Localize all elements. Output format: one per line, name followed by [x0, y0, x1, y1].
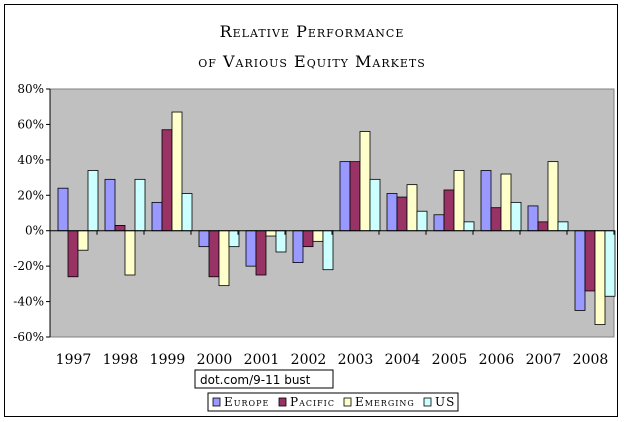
- bar-pacific-2006: [490, 207, 502, 232]
- annotation-text: dot.com/9-11 bust: [200, 373, 311, 387]
- bar-pacific-2007: [537, 221, 549, 232]
- bar-emerging-2004: [406, 184, 418, 232]
- x-tick-label: 2000: [197, 352, 233, 368]
- bar-us-2005: [463, 221, 475, 232]
- y-tick-label: -40%: [13, 295, 44, 309]
- y-tick-label: 80%: [17, 82, 44, 96]
- bar-emerging-1997: [77, 230, 89, 251]
- bar-us-1999: [181, 193, 193, 232]
- x-tick-label: 1999: [150, 352, 186, 368]
- y-tick-label: 20%: [17, 188, 44, 202]
- bar-us-2003: [369, 178, 381, 232]
- bar-us-2008: [604, 230, 616, 297]
- bar-pacific-1997: [67, 230, 79, 278]
- x-tick-label: 2008: [573, 352, 609, 368]
- bar-europe-2002: [292, 230, 304, 263]
- bar-emerging-2006: [500, 173, 512, 232]
- bar-pacific-2002: [302, 230, 314, 248]
- legend-label-emerging: Emerging: [355, 395, 415, 409]
- bar-emerging-2007: [547, 161, 559, 232]
- bar-us-2007: [557, 221, 569, 232]
- bar-pacific-2001: [255, 230, 267, 276]
- chart-subtitle: of Various Equity Markets: [198, 52, 426, 71]
- bar-us-1998: [134, 178, 146, 232]
- bar-europe-2007: [527, 205, 539, 232]
- legend-swatch-us: [423, 397, 432, 407]
- bar-pacific-1998: [114, 224, 126, 232]
- legend-swatch-emerging: [343, 397, 352, 407]
- legend: Europe Pacific Emerging US: [207, 392, 459, 412]
- bar-pacific-1999: [161, 129, 173, 232]
- bar-europe-1998: [104, 178, 116, 232]
- bar-emerging-1998: [124, 230, 136, 276]
- chart-title: Relative Performance: [220, 22, 405, 41]
- x-tick-label: 2001: [244, 352, 280, 368]
- x-tick-label: 1998: [103, 352, 139, 368]
- x-tick-label: 1997: [56, 352, 92, 368]
- x-tick-label: 2005: [432, 352, 468, 368]
- bar-europe-2001: [245, 230, 257, 267]
- bar-europe-1997: [57, 187, 69, 232]
- y-tick-label: -60%: [13, 330, 44, 344]
- legend-swatch-europe: [212, 397, 221, 407]
- bar-europe-2000: [198, 230, 210, 248]
- bar-europe-2008: [574, 230, 586, 311]
- bar-emerging-2005: [453, 170, 465, 232]
- bar-us-2002: [322, 230, 334, 271]
- x-tick-label: 2003: [338, 352, 374, 368]
- legend-label-europe: Europe: [224, 395, 269, 409]
- bar-emerging-2008: [594, 230, 606, 325]
- bar-europe-2003: [339, 161, 351, 232]
- bar-emerging-2001: [265, 230, 277, 237]
- y-tick-label: 40%: [17, 153, 44, 167]
- bar-emerging-2000: [218, 230, 230, 287]
- bar-europe-2004: [386, 193, 398, 232]
- bar-us-1997: [87, 170, 99, 232]
- annotation-box: dot.com/9-11 bust: [194, 369, 334, 389]
- bar-pacific-2008: [584, 230, 596, 292]
- x-tick-label: 2007: [526, 352, 562, 368]
- legend-label-us: US: [435, 395, 455, 409]
- bars: [57, 111, 616, 325]
- x-axis: 1997 1998 1999 2000 2001 2002 2003 2004 2005 2006…: [56, 230, 615, 368]
- legend-swatch-pacific: [278, 397, 287, 407]
- legend-label-pacific: Pacific: [290, 395, 335, 409]
- y-tick-label: 60%: [17, 117, 44, 131]
- bar-emerging-2002: [312, 230, 324, 242]
- y-tick-label: 0%: [25, 224, 44, 238]
- bar-pacific-2005: [443, 189, 455, 232]
- bar-emerging-1999: [171, 111, 183, 232]
- x-tick-label: 2006: [479, 352, 515, 368]
- bar-us-2006: [510, 201, 522, 232]
- x-tick-label: 2002: [291, 352, 327, 368]
- bar-pacific-2003: [349, 161, 361, 232]
- bar-europe-1999: [151, 201, 163, 232]
- bar-pacific-2000: [208, 230, 220, 278]
- bar-europe-2005: [433, 214, 445, 232]
- bar-emerging-2003: [359, 131, 371, 232]
- x-tick-label: 2004: [385, 352, 421, 368]
- bar-europe-2006: [480, 170, 492, 232]
- y-axis: 80% 60% 40% 20% 0% -20% -40% -60%: [13, 82, 51, 344]
- y-tick-label: -20%: [13, 259, 44, 273]
- bar-us-2004: [416, 210, 428, 232]
- bar-pacific-2004: [396, 196, 408, 232]
